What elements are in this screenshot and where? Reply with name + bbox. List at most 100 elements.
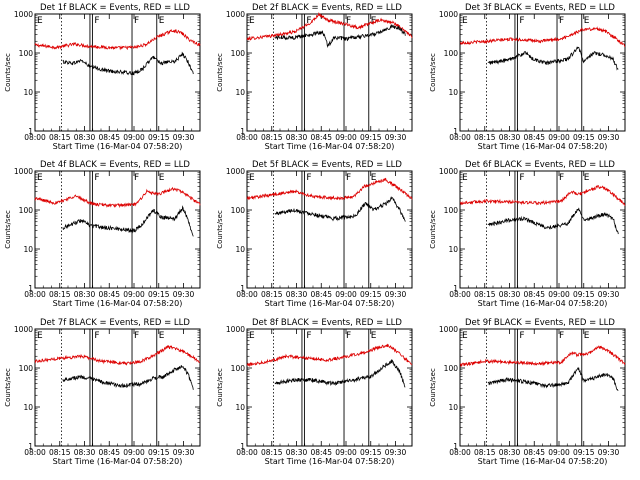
- x-tick-label: 08:00: [24, 133, 46, 142]
- chart-title: Det 8f BLACK = Events, RED = LLD: [252, 318, 402, 328]
- marker-flag-label: F: [134, 16, 139, 26]
- x-tick-label: 08:15: [261, 133, 283, 142]
- y-axis-label: Counts/sec: [216, 368, 224, 407]
- series-events-line: [487, 46, 619, 71]
- marker-flag-label: E: [37, 173, 43, 183]
- y-tick-label: 100: [231, 49, 246, 58]
- marker-flag-label: F: [519, 331, 524, 341]
- x-tick-label: 09:30: [173, 448, 195, 457]
- x-tick-label: 09:00: [123, 290, 145, 299]
- series-lld-line: [459, 345, 626, 368]
- y-tick-label: 1000: [439, 10, 458, 19]
- marker-flag-label: F: [94, 16, 99, 26]
- marker-flag-label: E: [462, 173, 468, 183]
- x-tick-label: 09:15: [148, 448, 170, 457]
- marker-flag-label: E: [159, 331, 165, 341]
- x-tick-label: 08:15: [49, 290, 71, 299]
- y-axis-label: Counts/sec: [4, 210, 12, 249]
- series-lld-line: [459, 26, 626, 48]
- marker-flag-label: F: [346, 16, 351, 26]
- plot-frame: [459, 13, 626, 132]
- x-tick-label: 08:15: [49, 448, 71, 457]
- series-events-line: [487, 366, 619, 391]
- x-tick-label: 08:00: [449, 133, 471, 142]
- chart-panel-2: Det 2f BLACK = Events, RED = LLD 1 10 100 10…: [216, 3, 413, 151]
- marker-flag-label: F: [559, 16, 564, 26]
- y-tick-label: 100: [231, 364, 246, 373]
- series-events-line: [62, 365, 194, 390]
- x-tick-label: 08:30: [286, 448, 308, 457]
- series-lld-line: [34, 186, 201, 208]
- x-tick-label: 08:00: [449, 448, 471, 457]
- marker-flag-label: E: [462, 331, 468, 341]
- y-tick-label: 10: [448, 403, 458, 412]
- chart-panel-4: Det 4f BLACK = Events, RED = LLD 1 10 100 10…: [4, 160, 201, 308]
- x-tick-label: 08:30: [286, 290, 308, 299]
- marker-flag-label: F: [559, 173, 564, 183]
- x-tick-label: 08:30: [74, 290, 96, 299]
- plot-frame: [459, 170, 626, 289]
- y-tick-label: 1: [453, 127, 458, 136]
- marker-flag-label: E: [249, 16, 255, 26]
- y-axis-label: Counts/sec: [216, 53, 224, 92]
- x-tick-label: 08:00: [236, 290, 258, 299]
- x-tick-label: 08:30: [499, 290, 521, 299]
- marker-flag-label: F: [519, 16, 524, 26]
- chart-title: Det 7f BLACK = Events, RED = LLD: [40, 318, 190, 328]
- series-events-line: [274, 23, 406, 48]
- y-tick-label: 1: [453, 442, 458, 451]
- y-tick-label: 1000: [14, 167, 33, 176]
- marker-flag-label: F: [519, 173, 524, 183]
- marker-flag-label: E: [249, 173, 255, 183]
- y-tick-label: 100: [231, 206, 246, 215]
- series-events-line: [62, 205, 194, 237]
- x-tick-label: 09:00: [335, 290, 357, 299]
- series-events-line: [487, 207, 619, 235]
- chart-title: Det 2f BLACK = Events, RED = LLD: [252, 3, 402, 13]
- x-axis-label: Start Time (16-Mar-04 07:58:20): [53, 457, 183, 466]
- x-tick-label: 08:45: [310, 448, 332, 457]
- marker-flag-label: F: [306, 173, 311, 183]
- marker-flag-label: E: [37, 16, 43, 26]
- x-tick-label: 08:30: [74, 133, 96, 142]
- y-tick-label: 10: [23, 88, 33, 97]
- y-axis-label: Counts/sec: [429, 368, 437, 407]
- x-tick-label: 09:15: [148, 290, 170, 299]
- x-tick-label: 08:15: [474, 290, 496, 299]
- x-tick-label: 09:30: [598, 290, 620, 299]
- marker-flag-label: F: [306, 331, 311, 341]
- marker-flag-label: F: [94, 173, 99, 183]
- x-axis-label: Start Time (16-Mar-04 07:58:20): [265, 299, 395, 308]
- y-tick-label: 1000: [439, 325, 458, 334]
- chart-title: Det 4f BLACK = Events, RED = LLD: [40, 160, 190, 170]
- x-tick-label: 08:45: [310, 290, 332, 299]
- x-tick-label: 09:15: [573, 133, 595, 142]
- marker-flag-label: E: [584, 16, 590, 26]
- y-tick-label: 10: [23, 245, 33, 254]
- x-tick-label: 08:30: [286, 133, 308, 142]
- x-tick-label: 09:15: [360, 133, 382, 142]
- y-tick-label: 1: [28, 442, 33, 451]
- series-events-line: [274, 359, 406, 388]
- y-axis-label: Counts/sec: [216, 210, 224, 249]
- marker-flag-label: E: [584, 331, 590, 341]
- marker-flag-label: F: [134, 331, 139, 341]
- plot-frame: [246, 13, 413, 132]
- y-tick-label: 1: [240, 442, 245, 451]
- x-tick-label: 09:30: [598, 133, 620, 142]
- marker-flag-label: F: [306, 16, 311, 26]
- x-tick-label: 09:00: [548, 133, 570, 142]
- x-tick-label: 08:45: [523, 133, 545, 142]
- x-tick-label: 08:00: [449, 290, 471, 299]
- y-tick-label: 1000: [14, 10, 33, 19]
- x-tick-label: 08:00: [24, 448, 46, 457]
- x-tick-label: 08:00: [236, 133, 258, 142]
- marker-flag-label: E: [462, 16, 468, 26]
- x-tick-label: 08:15: [49, 133, 71, 142]
- y-tick-label: 100: [444, 364, 459, 373]
- y-tick-label: 10: [448, 88, 458, 97]
- y-tick-label: 10: [235, 245, 245, 254]
- y-tick-label: 10: [23, 403, 33, 412]
- x-axis-label: Start Time (16-Mar-04 07:58:20): [478, 299, 608, 308]
